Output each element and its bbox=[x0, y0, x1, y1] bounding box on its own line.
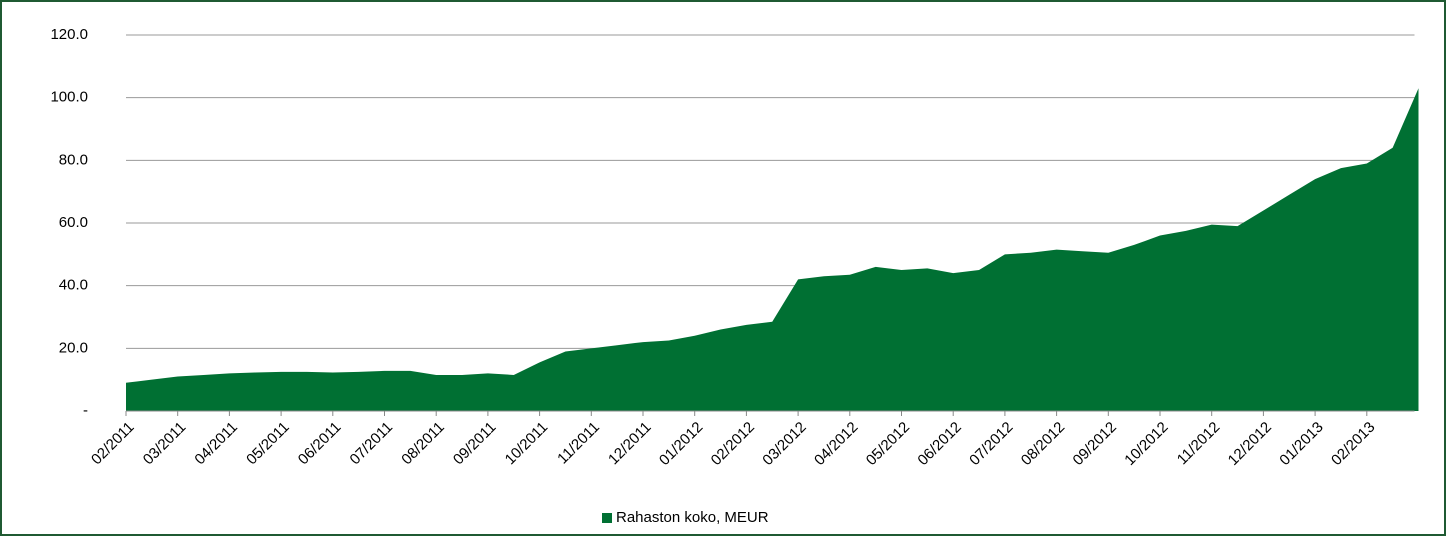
x-tick-label: 09/2011 bbox=[450, 419, 500, 469]
x-tick-label: 02/2012 bbox=[708, 419, 758, 469]
x-tick-label: 05/2012 bbox=[863, 419, 913, 469]
y-tick-label: 100.0 bbox=[50, 89, 88, 106]
x-tick-label: 04/2012 bbox=[811, 419, 861, 469]
x-tick-label: 06/2011 bbox=[295, 419, 345, 469]
x-tick-label: 10/2011 bbox=[502, 419, 552, 469]
y-tick-label: 20.0 bbox=[59, 339, 88, 356]
x-tick-label: 11/2011 bbox=[554, 419, 603, 468]
y-tick-label: - bbox=[83, 402, 88, 419]
y-tick-label: 120.0 bbox=[50, 26, 88, 43]
x-tick-label: 01/2012 bbox=[656, 419, 706, 469]
x-tick-label: 12/2011 bbox=[605, 419, 655, 469]
legend-label: Rahaston koko, MEUR bbox=[616, 509, 769, 526]
area bbox=[126, 88, 1419, 412]
legend: Rahaston koko, MEUR bbox=[602, 509, 769, 526]
x-tick-label: 03/2012 bbox=[759, 419, 809, 469]
x-tick-label: 09/2012 bbox=[1070, 419, 1120, 469]
x-tick-label: 08/2012 bbox=[1018, 419, 1068, 469]
x-tick-label: 08/2011 bbox=[398, 419, 448, 469]
y-tick-label: 80.0 bbox=[59, 151, 88, 168]
legend-swatch bbox=[602, 513, 612, 523]
x-tick-label: 03/2011 bbox=[140, 419, 190, 469]
x-tick-label: 10/2012 bbox=[1121, 419, 1171, 469]
x-tick-label: 01/2013 bbox=[1276, 419, 1326, 469]
y-tick-label: 60.0 bbox=[59, 214, 88, 231]
x-tick-label: 12/2012 bbox=[1225, 419, 1275, 469]
x-tick-label: 06/2012 bbox=[914, 419, 964, 469]
x-tick-label: 02/2011 bbox=[88, 419, 138, 469]
x-tick-label: 07/2012 bbox=[966, 419, 1016, 469]
x-tick-label: 11/2012 bbox=[1174, 419, 1224, 469]
x-tick-label: 07/2011 bbox=[347, 419, 397, 469]
x-tick-label: 05/2011 bbox=[243, 419, 293, 469]
x-tick-label: 02/2013 bbox=[1328, 419, 1378, 469]
y-tick-label: 40.0 bbox=[59, 277, 88, 294]
x-tick-label: 04/2011 bbox=[191, 419, 241, 469]
